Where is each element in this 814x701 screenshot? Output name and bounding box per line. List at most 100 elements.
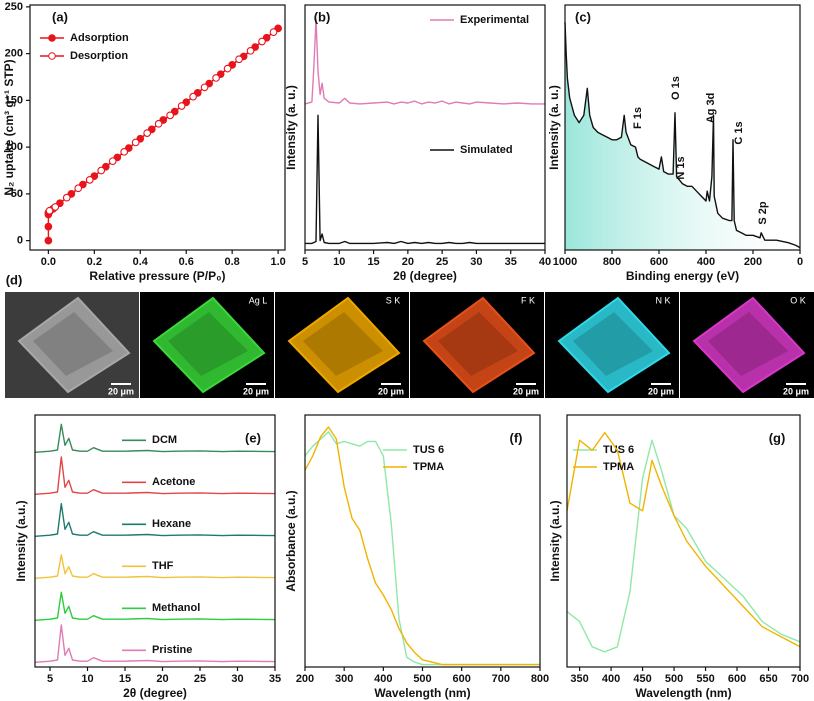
plot-frame <box>304 4 546 251</box>
point <box>74 184 83 193</box>
x-tick-label: 200 <box>296 673 314 685</box>
y-tick-label: 150 <box>5 94 23 106</box>
legend-label: Pristine <box>152 644 192 656</box>
x-tick-label: 0.0 <box>41 256 56 268</box>
series-line <box>34 423 276 453</box>
x-tick-label: 600 <box>650 256 668 268</box>
legend-label: Adsorption <box>70 32 129 44</box>
panel-label: (b) <box>314 9 331 24</box>
point <box>85 176 94 184</box>
y-tick-label: 50 <box>11 188 23 200</box>
series-line <box>566 439 801 653</box>
x-tick-label: 35 <box>505 256 517 268</box>
crystal <box>557 296 671 394</box>
series-line <box>34 503 276 537</box>
y-axis-label: N₂ uptake (cm³ g⁻¹ STP) <box>2 59 16 195</box>
x-tick-label: 40 <box>539 256 551 268</box>
point <box>62 193 71 202</box>
legend-label: Desorption <box>70 50 128 62</box>
legend-label: THF <box>152 560 174 572</box>
scale-label: 20 μm <box>513 386 539 396</box>
panel-label: (c) <box>575 9 591 24</box>
x-tick-label: 20 <box>402 256 414 268</box>
element-label: S K <box>386 295 401 305</box>
point <box>45 206 54 215</box>
y-axis-label: Intensity (a. u.) <box>547 85 561 170</box>
point <box>189 92 197 101</box>
x-tick-label: 500 <box>665 673 683 685</box>
scale-label: 20 μm <box>783 386 809 396</box>
plot-frame <box>304 414 541 668</box>
x-tick-label: 35 <box>269 673 281 685</box>
point <box>166 111 174 120</box>
x-axis-label: Wavelength (nm) <box>374 686 470 700</box>
y-tick-label: 0 <box>17 235 23 247</box>
crystal <box>17 296 131 394</box>
point <box>97 166 106 175</box>
x-axis-label: 2θ (degree) <box>123 686 187 700</box>
x-tick-label: 350 <box>570 673 588 685</box>
x-tick-label: 450 <box>633 673 651 685</box>
element-label: O K <box>790 295 806 305</box>
point <box>154 119 163 128</box>
y-tick-label: 250 <box>5 1 23 13</box>
panel-label: (g) <box>769 430 786 445</box>
point <box>258 37 266 46</box>
y-axis-label: Intensity (a.u.) <box>14 500 28 581</box>
crystal <box>692 296 806 394</box>
x-tick-label: 500 <box>413 673 431 685</box>
x-tick-label: 25 <box>436 256 448 268</box>
plot-frame <box>29 4 286 251</box>
scale-label: 20 μm <box>378 386 404 396</box>
legend-label: Acetone <box>152 476 195 488</box>
y-axis-label: Absorbance (a.u.) <box>284 490 298 591</box>
legend-label: DCM <box>152 434 177 446</box>
x-tick-label: 400 <box>374 673 392 685</box>
peak-annotation: S 2p <box>757 201 769 225</box>
x-axis-label: Binding energy (eV) <box>626 269 739 283</box>
y-tick-label: 200 <box>5 48 23 60</box>
peak-annotation: O 1s <box>670 76 682 100</box>
x-tick-label: 25 <box>194 673 206 685</box>
legend-label: Experimental <box>460 14 529 26</box>
legend-label: TPMA <box>413 461 444 473</box>
x-tick-label: 300 <box>335 673 353 685</box>
crystal <box>422 296 536 394</box>
y-tick-label: 100 <box>5 141 23 153</box>
point <box>235 55 243 64</box>
legend-label: TUS 6 <box>413 444 444 456</box>
scale-label: 20 μm <box>243 386 269 396</box>
x-tick-label: 0.6 <box>179 256 194 268</box>
plot-frame <box>564 4 801 251</box>
x-tick-label: 30 <box>231 673 243 685</box>
x-tick-label: 10 <box>333 256 345 268</box>
point <box>177 102 186 110</box>
x-tick-label: 400 <box>602 673 620 685</box>
plot-frame <box>566 414 801 668</box>
crystal-facet <box>573 312 653 376</box>
element-label: N K <box>655 295 670 305</box>
series-line <box>34 456 276 495</box>
panel-label: (f) <box>510 430 523 445</box>
scale-label: 20 μm <box>108 386 134 396</box>
element-label: F K <box>521 295 535 305</box>
legend-marker <box>48 52 56 60</box>
series-line <box>34 591 276 621</box>
crystal <box>152 296 266 394</box>
area-fill <box>565 22 800 250</box>
legend-label: TPMA <box>603 461 634 473</box>
panel-label: (a) <box>52 9 68 24</box>
point <box>143 129 152 137</box>
x-tick-label: 800 <box>531 673 549 685</box>
peak-annotation: F 1s <box>632 107 644 129</box>
element-tag <box>244 293 273 307</box>
series-line <box>34 624 276 663</box>
legend-label: Hexane <box>152 518 191 530</box>
crystal-facet <box>168 312 248 376</box>
x-tick-label: 200 <box>744 256 762 268</box>
x-tick-label: 800 <box>603 256 621 268</box>
x-tick-label: 5 <box>302 256 308 268</box>
x-tick-label: 650 <box>759 673 777 685</box>
point <box>200 83 209 92</box>
series-line <box>566 431 801 648</box>
